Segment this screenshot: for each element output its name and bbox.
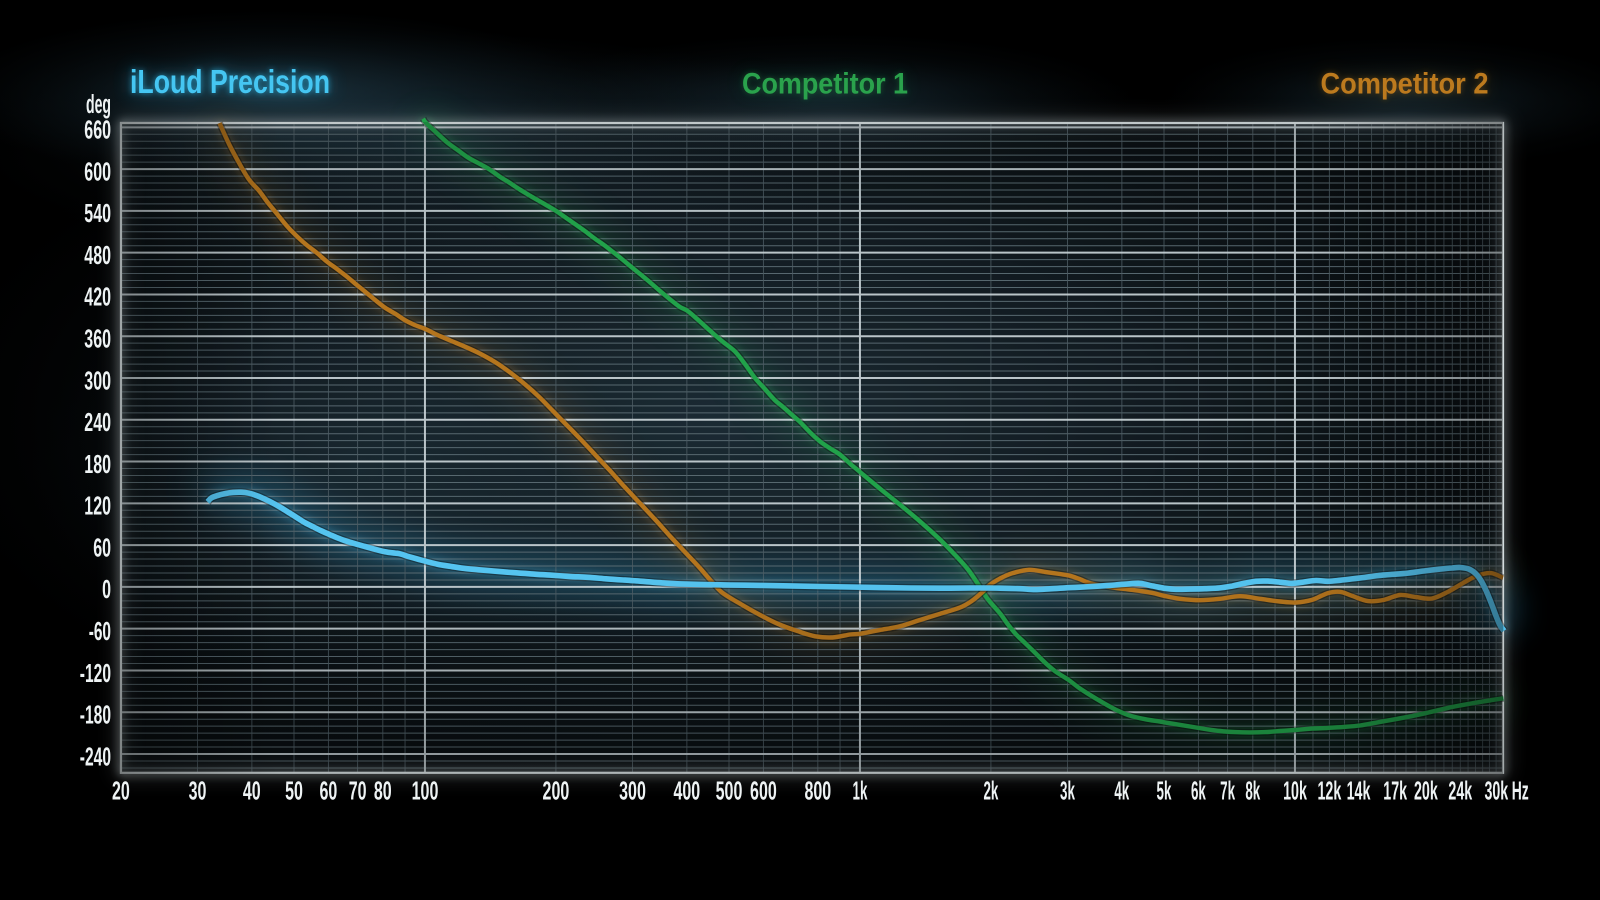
svg-text:540: 540 <box>84 200 111 228</box>
svg-text:8k: 8k <box>1245 778 1260 806</box>
svg-text:60: 60 <box>93 534 111 562</box>
svg-text:30k: 30k <box>1484 778 1508 806</box>
svg-text:50: 50 <box>285 778 303 806</box>
svg-text:Competitor 1: Competitor 1 <box>742 68 908 101</box>
svg-text:17k: 17k <box>1383 778 1407 806</box>
svg-text:14k: 14k <box>1347 778 1371 806</box>
svg-text:deg: deg <box>86 91 111 119</box>
svg-text:200: 200 <box>543 778 570 806</box>
svg-text:-60: -60 <box>89 618 111 646</box>
svg-text:20k: 20k <box>1414 778 1438 806</box>
svg-text:30: 30 <box>189 778 207 806</box>
svg-text:10k: 10k <box>1283 778 1307 806</box>
svg-text:80: 80 <box>374 778 392 806</box>
svg-text:20: 20 <box>112 778 130 806</box>
svg-text:480: 480 <box>84 242 111 270</box>
svg-text:420: 420 <box>84 284 111 312</box>
svg-text:-120: -120 <box>80 660 111 688</box>
svg-text:0: 0 <box>102 576 111 604</box>
svg-text:60: 60 <box>320 778 338 806</box>
svg-text:1k: 1k <box>853 778 868 806</box>
svg-text:300: 300 <box>619 778 646 806</box>
svg-text:600: 600 <box>84 158 111 186</box>
svg-text:180: 180 <box>84 451 111 479</box>
svg-text:iLoud Precision: iLoud Precision <box>130 64 330 101</box>
svg-text:120: 120 <box>84 493 111 521</box>
svg-text:5k: 5k <box>1157 778 1172 806</box>
svg-text:800: 800 <box>804 778 831 806</box>
svg-text:iLoud Precision: iLoud Precision <box>130 64 330 101</box>
svg-text:500: 500 <box>716 778 743 806</box>
svg-text:360: 360 <box>84 326 111 354</box>
svg-text:660: 660 <box>84 117 111 145</box>
svg-text:Competitor 1: Competitor 1 <box>742 68 908 101</box>
svg-text:400: 400 <box>673 778 700 806</box>
svg-text:300: 300 <box>84 367 111 395</box>
svg-text:Competitor 2: Competitor 2 <box>1321 68 1489 101</box>
svg-text:100: 100 <box>412 778 439 806</box>
svg-text:Hz: Hz <box>1512 778 1529 806</box>
svg-text:-240: -240 <box>80 743 111 771</box>
svg-text:24k: 24k <box>1448 778 1472 806</box>
svg-text:7k: 7k <box>1220 778 1235 806</box>
svg-text:3k: 3k <box>1060 778 1075 806</box>
svg-text:70: 70 <box>349 778 367 806</box>
svg-text:600: 600 <box>750 778 777 806</box>
svg-text:Competitor 2: Competitor 2 <box>1321 68 1489 101</box>
svg-text:4k: 4k <box>1114 778 1129 806</box>
svg-text:-180: -180 <box>80 702 111 730</box>
svg-text:Competitor 1: Competitor 1 <box>742 68 908 101</box>
svg-text:6k: 6k <box>1191 778 1206 806</box>
svg-text:iLoud Precision: iLoud Precision <box>130 64 330 101</box>
svg-text:12k: 12k <box>1318 778 1342 806</box>
svg-text:40: 40 <box>243 778 261 806</box>
svg-text:2k: 2k <box>983 778 998 806</box>
svg-text:Competitor 2: Competitor 2 <box>1321 68 1489 101</box>
svg-text:240: 240 <box>84 409 111 437</box>
